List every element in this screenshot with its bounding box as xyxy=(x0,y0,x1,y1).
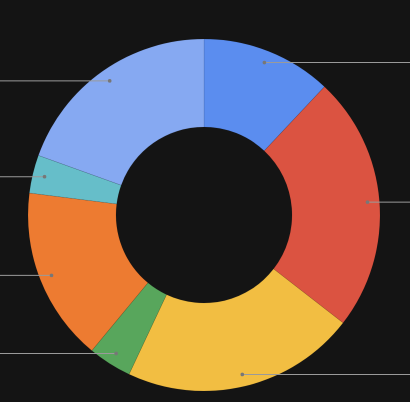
leader-dot xyxy=(114,351,118,356)
leader-dot xyxy=(262,60,267,65)
donut-slice xyxy=(203,38,325,152)
leader-dot xyxy=(107,79,112,83)
donut-slice xyxy=(29,154,122,205)
leader-dot xyxy=(365,200,370,204)
donut-slice xyxy=(263,86,381,324)
donut-slice xyxy=(128,268,344,392)
leader-dot xyxy=(49,273,54,278)
leader-dot xyxy=(42,174,47,179)
donut-slice xyxy=(38,38,205,186)
leader-dot xyxy=(240,372,245,377)
donut-slice xyxy=(27,192,149,352)
